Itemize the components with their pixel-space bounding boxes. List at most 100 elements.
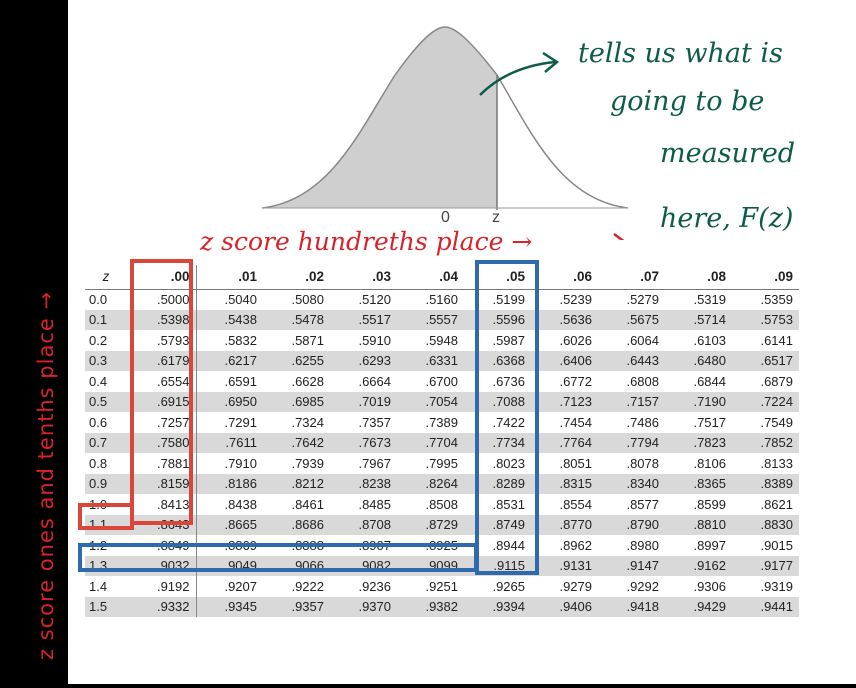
probability-cell: .8749 [464, 514, 531, 535]
probability-cell: .7454 [559, 414, 592, 430]
probability-cell: .6808 [626, 373, 659, 389]
probability-cell: .9382 [397, 596, 464, 617]
probability-cell: .9131 [531, 555, 598, 576]
probability-cell: .7939 [291, 455, 324, 471]
probability-cell: .8531 [492, 496, 525, 512]
probability-cell: .5675 [598, 309, 665, 330]
z-value-cell: 1.5 [85, 596, 129, 617]
z-value-cell: 1.4 [89, 578, 108, 594]
probability-cell: .7611 [196, 432, 263, 453]
probability-cell: .8212 [263, 473, 330, 494]
probability-cell: .9319 [760, 578, 793, 594]
table-row: 0.1.5398.5438.5478.5517.5557.5596.5636.5… [85, 309, 799, 330]
probability-cell: .7324 [291, 414, 324, 430]
probability-cell: .9370 [330, 596, 397, 617]
probability-cell: .8944 [492, 537, 525, 553]
probability-cell: .6064 [626, 332, 659, 348]
z-value-cell: 0.3 [85, 350, 129, 371]
probability-cell: .6915 [129, 391, 197, 412]
probability-cell: .6293 [330, 350, 397, 371]
note-line-1: tells us what is [578, 38, 783, 69]
probability-cell: .8023 [492, 455, 525, 471]
z-value-cell: 0.1 [85, 309, 129, 330]
column-header: .02 [263, 265, 330, 290]
probability-cell: .9394 [464, 596, 531, 617]
probability-cell: .7764 [531, 432, 598, 453]
probability-cell: .9418 [598, 596, 665, 617]
probability-cell: .7357 [358, 414, 391, 430]
probability-cell: .6879 [760, 373, 793, 389]
column-header: .08 [665, 265, 732, 290]
probability-cell: .5319 [693, 292, 726, 307]
probability-cell: .6950 [196, 391, 263, 412]
probability-cell: .5438 [196, 309, 263, 330]
probability-cell: .8078 [626, 455, 659, 471]
probability-cell: .8106 [693, 455, 726, 471]
probability-cell: .8340 [598, 473, 665, 494]
probability-cell: .5000 [129, 289, 197, 310]
table-row: 1.0.8413.8438.8461.8485.8508.8531.8554.8… [85, 494, 799, 515]
note-line-2: going to be [610, 86, 765, 117]
probability-cell: .7549 [760, 414, 793, 430]
probability-cell: .9207 [224, 578, 257, 594]
ones-tenths-annotation: z score ones and tenths place → [34, 290, 58, 660]
probability-cell: .7123 [531, 391, 598, 412]
probability-cell: .8810 [665, 514, 732, 535]
probability-cell: .8289 [464, 473, 531, 494]
probability-cell: .5398 [129, 309, 197, 330]
note-line-4: here, F(z) [660, 203, 794, 234]
z-value-cell: 0.9 [85, 473, 129, 494]
probability-cell: .8264 [397, 473, 464, 494]
probability-cell: .8159 [129, 473, 197, 494]
probability-cell: .5832 [224, 332, 257, 348]
probability-cell: .7088 [464, 391, 531, 412]
probability-cell: .5279 [626, 292, 659, 307]
probability-cell: .6368 [464, 350, 531, 371]
table-row: 0.0 .5000 .5040 .5080 .5120 .5160 .5199 .5239 .5… [85, 289, 799, 310]
probability-cell: .5596 [464, 309, 531, 330]
probability-cell: .8051 [559, 455, 592, 471]
column-header: .03 [330, 265, 397, 290]
probability-cell: .7642 [263, 432, 330, 453]
z-table: z .00.01.02.03.04.05.06.07.08.09 0.0.5000… [85, 265, 799, 617]
probability-cell: .5910 [358, 332, 391, 348]
probability-cell: .7823 [665, 432, 732, 453]
curve-line [261, 26, 629, 209]
note-line-3: measured [660, 138, 796, 169]
probability-cell: .8315 [531, 473, 598, 494]
probability-cell: .5359 [760, 292, 793, 307]
probability-cell: .8686 [263, 514, 330, 535]
probability-cell: .7580 [129, 432, 197, 453]
probability-cell: .7881 [129, 453, 197, 474]
probability-cell: .6217 [196, 350, 263, 371]
row-1-0-highlight [78, 503, 134, 530]
probability-cell: .9345 [196, 596, 263, 617]
probability-cell: .8485 [358, 496, 391, 512]
probability-cell: .7967 [358, 455, 391, 471]
probability-cell: .5557 [397, 309, 464, 330]
probability-cell: .5478 [263, 309, 330, 330]
probability-cell: .9406 [531, 596, 598, 617]
z-value-cell: 0.7 [85, 432, 129, 453]
probability-cell: .5080 [291, 292, 324, 307]
curve-zero-label: 0 [441, 209, 450, 226]
probability-cell: .9429 [665, 596, 732, 617]
probability-cell: .9015 [760, 537, 793, 553]
probability-cell: .8997 [693, 537, 726, 553]
probability-cell: .8790 [598, 514, 665, 535]
probability-cell: .6844 [693, 373, 726, 389]
probability-cell: .8830 [732, 514, 799, 535]
column-header: .07 [598, 265, 665, 290]
probability-cell: .8508 [425, 496, 458, 512]
pointer-arrow [479, 60, 556, 96]
probability-cell: .6591 [224, 373, 257, 389]
column-header: z [85, 265, 129, 290]
probability-cell: .7224 [732, 391, 799, 412]
curve-z-label: z [492, 209, 500, 226]
probability-cell: .6736 [492, 373, 525, 389]
row-1-2-highlight [78, 543, 478, 572]
probability-cell: .7190 [665, 391, 732, 412]
column-header: .04 [397, 265, 464, 290]
probability-cell: .6772 [559, 373, 592, 389]
table-row: 0.9.8159.8186.8212.8238.8264.8289.8315.8… [85, 473, 799, 494]
